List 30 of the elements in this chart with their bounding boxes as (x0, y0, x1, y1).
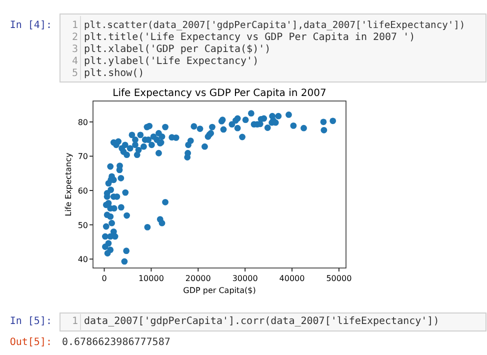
x-tick-label: 20000 (185, 274, 211, 283)
text: plt.title('Life Expectancy vs GDP Per Capita in 2007 ') (84, 32, 416, 43)
text: 1 (72, 316, 78, 327)
text: plt.scatter(data_2007['gdpPerCapita'],data_2007['lifeExpectancy']) (84, 20, 466, 31)
text: 4 (72, 56, 78, 67)
y-tick-label: 40 (78, 255, 88, 264)
x-axis-title: GDP per Capita($) (183, 286, 256, 295)
text: 0.6786623986777587 (62, 337, 170, 348)
x-tick-label: 30000 (232, 274, 258, 283)
y-axis-title: Life Expectancy (64, 152, 73, 216)
text: 3 (72, 44, 78, 55)
x-tick-label: 0 (102, 274, 107, 283)
text: In [5]: (10, 316, 52, 327)
y-tick-label: 80 (78, 118, 88, 127)
text: 2 (72, 32, 78, 43)
text: plt.show() (84, 68, 144, 79)
chart-title: Life Expectancy vs GDP Per Capita in 2007 (112, 88, 326, 99)
text: 1 (72, 20, 78, 31)
y-tick-label: 70 (78, 152, 88, 162)
x-tick-label: 10000 (138, 274, 164, 283)
text: In [4]: (10, 20, 52, 31)
x-tick-label: 40000 (279, 274, 305, 283)
text: plt.ylabel('Life Expectancy') (84, 56, 259, 67)
y-tick-label: 50 (78, 220, 88, 230)
text: 5 (72, 68, 78, 79)
text: Out[5]: (10, 337, 52, 348)
y-tick-label: 60 (78, 186, 88, 196)
text: plt.xlabel('GDP per Capita($)') (84, 44, 271, 55)
text: data_2007['gdpPerCapita'].corr(data_2007['lifeExpectancy']) (84, 316, 440, 327)
x-tick-label: 50000 (326, 274, 352, 283)
